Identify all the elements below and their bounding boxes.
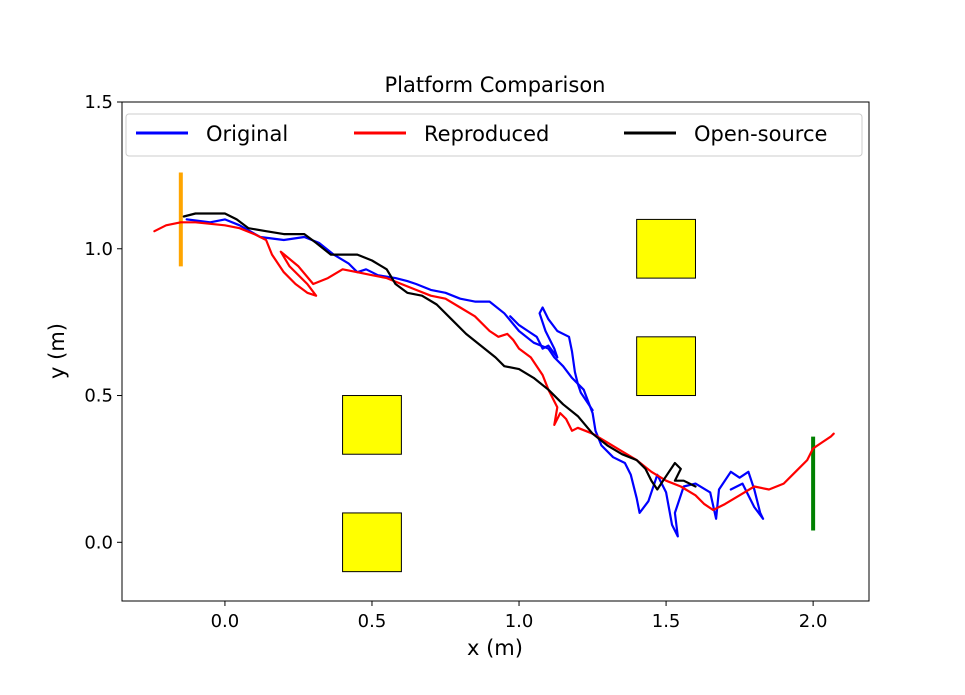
obstacle-box — [636, 218, 696, 279]
y-tick-label: 1.5 — [84, 92, 113, 113]
x-axis-label: x (m) — [467, 636, 523, 660]
markers — [178, 172, 816, 531]
series-line-reproduced — [153, 221, 835, 512]
y-axis-label: y (m) — [45, 323, 69, 379]
obstacles — [342, 218, 696, 573]
series-lines — [153, 212, 835, 538]
x-tick-label: 0.0 — [211, 611, 240, 632]
series-line-original — [509, 306, 594, 412]
y-tick-label: 1.0 — [84, 239, 113, 260]
legend-frame — [125, 113, 863, 157]
plot-frame — [121, 101, 870, 602]
x-tick-label: 2.0 — [799, 611, 828, 632]
legend-label-open-source: Open-source — [694, 122, 827, 146]
legend: Original Reproduced Open-source — [125, 113, 863, 157]
x-axis-ticks: 0.0 0.5 1.0 1.5 2.0 — [211, 601, 828, 632]
x-tick-label: 1.5 — [652, 611, 681, 632]
y-tick-label: 0.0 — [84, 532, 113, 553]
series-line-original — [185, 218, 765, 538]
series-line-open-source — [182, 212, 697, 491]
plot-background — [122, 102, 869, 601]
y-axis-ticks: 0.0 0.5 1.0 1.5 — [84, 92, 122, 553]
legend-label-reproduced: Reproduced — [424, 122, 549, 146]
chart-title: Platform Comparison — [385, 73, 606, 97]
legend-label-original: Original — [206, 122, 288, 146]
y-tick-label: 0.5 — [84, 386, 113, 407]
obstacle-box — [636, 336, 696, 397]
plot-area — [121, 101, 870, 602]
obstacle-box — [342, 395, 402, 455]
obstacle-box — [342, 512, 402, 573]
x-tick-label: 1.0 — [505, 611, 534, 632]
x-tick-label: 0.5 — [358, 611, 387, 632]
